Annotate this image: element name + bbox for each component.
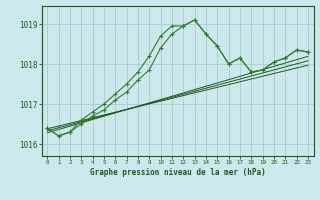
X-axis label: Graphe pression niveau de la mer (hPa): Graphe pression niveau de la mer (hPa) [90, 168, 266, 177]
